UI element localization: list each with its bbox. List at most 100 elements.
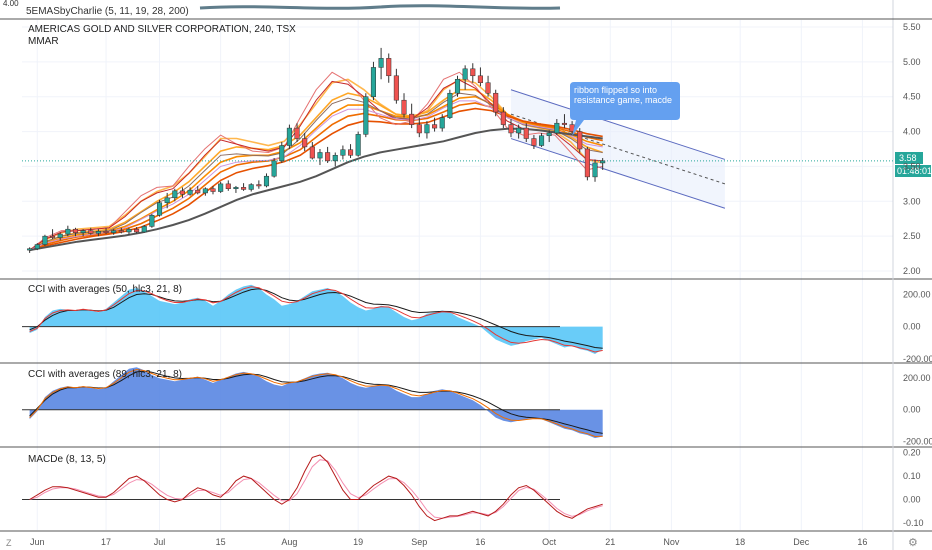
candle	[210, 185, 216, 195]
candle	[118, 227, 124, 234]
cci1-y-tick: 0.00	[903, 322, 921, 332]
candle	[126, 227, 132, 235]
x-tick-label: 16	[857, 537, 867, 547]
candle	[149, 213, 155, 228]
candle	[325, 146, 331, 163]
candle	[493, 89, 499, 117]
main-y-tick: 5.00	[903, 57, 921, 67]
candle	[508, 119, 514, 138]
macd-y-tick: 0.10	[903, 471, 921, 481]
cci2-y-tick: 0.00	[903, 405, 921, 415]
candle	[317, 149, 323, 166]
last-price-value: 3.58	[899, 153, 917, 163]
x-tick-label: 18	[735, 537, 745, 547]
cci1-average-line-1	[29, 286, 603, 353]
candle	[218, 181, 224, 193]
annotation-callout[interactable]: ribbon flipped so into resistance game, …	[570, 82, 680, 136]
channel-lower-line	[510, 138, 726, 209]
x-tick-label: Jun	[30, 537, 45, 547]
cci2-y-tick: 200.00	[903, 373, 931, 383]
last-price-label: 3.58	[895, 152, 923, 164]
x-tick-label: Nov	[663, 537, 680, 547]
annotation-text: ribbon flipped so into resistance game, …	[574, 85, 673, 105]
top-indicator-left-value: 4.00	[3, 0, 19, 8]
candle	[294, 123, 300, 143]
candle	[241, 183, 247, 191]
main-y-tick: 3.00	[903, 196, 921, 206]
candle	[363, 93, 369, 138]
candle	[187, 187, 193, 196]
x-tick-label: Aug	[281, 537, 297, 547]
countdown-label: 01:48:01	[895, 165, 932, 177]
candle	[57, 232, 63, 241]
x-tick-label: Jul	[154, 537, 166, 547]
settings-icon[interactable]: ⚙	[908, 537, 918, 549]
candle	[179, 187, 185, 198]
candle	[432, 117, 438, 132]
candle	[340, 145, 346, 160]
main-y-tick: 3.50	[903, 161, 921, 171]
candle	[470, 63, 476, 83]
x-tick-label: 17	[101, 537, 111, 547]
x-tick-label: 16	[475, 537, 485, 547]
candle	[95, 229, 101, 237]
x-tick-label: 21	[605, 537, 615, 547]
candle	[401, 93, 407, 118]
cci2-y-tick: -200.00	[903, 436, 932, 446]
candle	[80, 229, 86, 237]
candle	[72, 227, 79, 237]
candle	[416, 117, 422, 138]
candle	[447, 89, 453, 120]
candle	[561, 114, 568, 129]
macd-y-tick: 0.20	[903, 448, 921, 458]
cci1-label: CCI with averages (50, hlc3, 21, 8)	[28, 284, 182, 295]
candle	[347, 144, 354, 159]
channel-upper-line	[510, 89, 726, 160]
candle	[263, 173, 270, 188]
candle	[134, 227, 140, 234]
cci1-y-tick: 200.00	[903, 289, 931, 299]
candle	[279, 142, 285, 163]
candle	[141, 225, 147, 233]
candle	[286, 124, 292, 149]
x-tick-label: 19	[353, 537, 363, 547]
chart-title: AMERICAS GOLD AND SILVER CORPORATION, 24…	[28, 24, 296, 35]
candle	[50, 229, 56, 239]
candle	[454, 75, 461, 97]
ema-200-line	[29, 127, 603, 252]
x-tick-label: Sep	[411, 537, 427, 547]
cci1-area	[29, 284, 603, 354]
candle	[462, 65, 468, 90]
candle	[523, 123, 529, 143]
candle	[393, 68, 399, 104]
candle	[424, 121, 430, 139]
candle	[592, 159, 598, 182]
cci1-average-line-0	[29, 288, 603, 349]
candle	[477, 67, 483, 87]
ema-line-1	[29, 79, 603, 251]
cci2-average-line-0	[29, 370, 603, 434]
candle	[42, 234, 48, 246]
candle	[34, 243, 40, 251]
ema-line-3	[29, 100, 603, 251]
candle	[111, 229, 117, 235]
top-indicator-label: 5EMASbyCharlie (5, 11, 19, 28, 200)	[26, 6, 189, 17]
candle	[172, 188, 178, 202]
candle	[202, 187, 208, 196]
candle	[600, 158, 606, 170]
macd-y-tick: 0.00	[903, 495, 921, 505]
chart-subtitle: MMAR	[28, 36, 59, 47]
x-tick-label: Dec	[793, 537, 810, 547]
candle	[439, 114, 445, 132]
macd-y-tick: -0.10	[903, 518, 924, 528]
candle	[409, 103, 415, 129]
corner-left-icon[interactable]: Z	[6, 538, 12, 548]
candle	[164, 192, 170, 209]
candle	[256, 180, 262, 189]
candle	[332, 152, 338, 167]
candle	[386, 53, 392, 83]
cci2-area	[29, 367, 603, 439]
cci1-y-tick: -200.00	[903, 354, 932, 364]
candle	[233, 185, 239, 193]
